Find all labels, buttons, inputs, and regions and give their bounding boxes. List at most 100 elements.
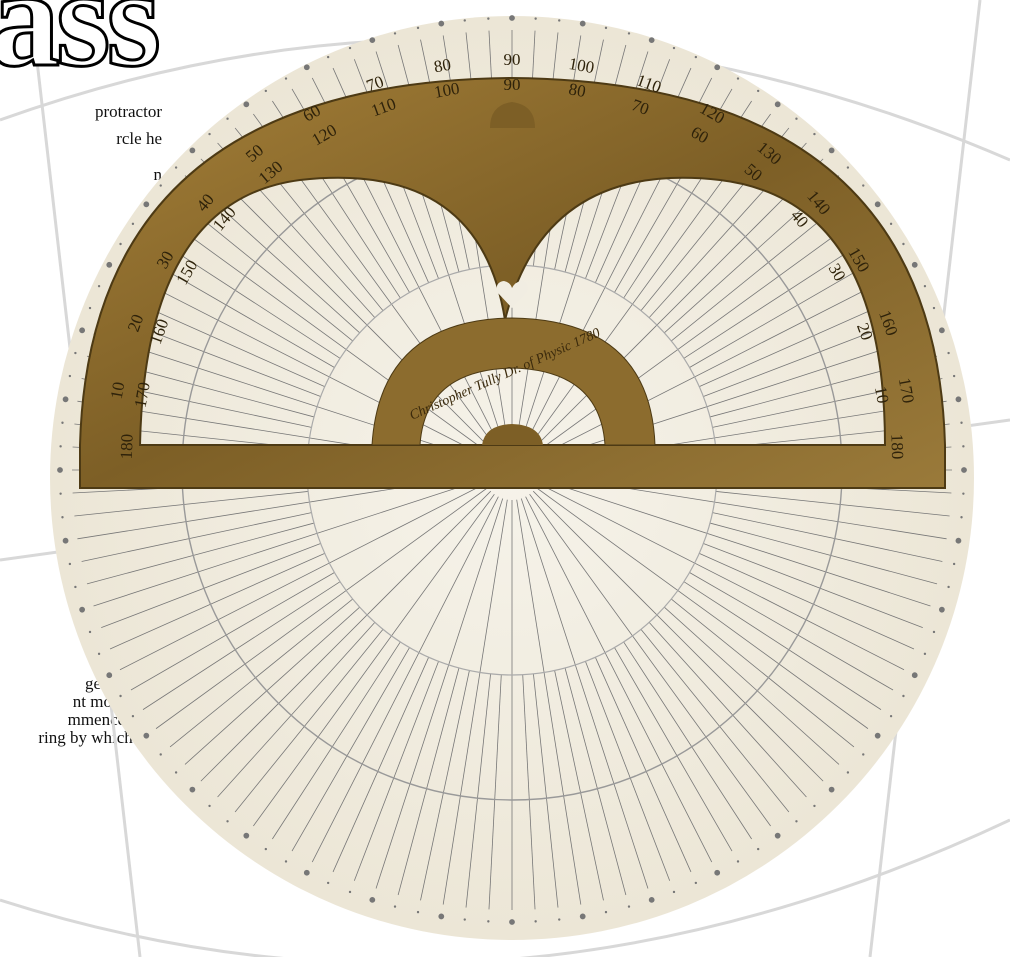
dot — [175, 772, 177, 774]
dot — [510, 920, 515, 925]
dot — [265, 848, 267, 850]
dot — [796, 820, 798, 822]
dot — [948, 586, 950, 588]
dot — [304, 870, 309, 875]
dot — [265, 90, 267, 92]
dot — [144, 733, 149, 738]
page: rring by whichevermmenced. Hent movement… — [0, 0, 1010, 957]
dot — [98, 653, 100, 655]
dot — [628, 906, 630, 908]
dot — [862, 185, 864, 187]
dot — [580, 21, 585, 26]
dot — [903, 695, 905, 697]
dot — [737, 861, 739, 863]
dot — [227, 820, 229, 822]
dot — [394, 33, 396, 35]
dot — [737, 78, 739, 80]
dot — [209, 133, 211, 135]
dot — [227, 118, 229, 120]
dot — [107, 673, 112, 678]
scale-label: 90 — [504, 50, 521, 69]
dot — [903, 243, 905, 245]
dot — [956, 538, 961, 543]
dot — [890, 715, 892, 717]
dot — [62, 516, 64, 518]
dot — [327, 882, 329, 884]
dot — [715, 870, 720, 875]
dot — [349, 891, 351, 893]
dot — [673, 891, 675, 893]
dot — [132, 715, 134, 717]
dot — [107, 262, 112, 267]
dot — [69, 563, 71, 565]
dot — [120, 243, 122, 245]
dot — [695, 882, 697, 884]
heading: ass — [0, 0, 157, 99]
dot — [60, 493, 62, 495]
dot — [58, 468, 63, 473]
dot — [69, 375, 71, 377]
dot — [160, 185, 162, 187]
dot — [829, 787, 834, 792]
dot — [814, 133, 816, 135]
dot — [962, 468, 967, 473]
dot — [439, 914, 444, 919]
illustration: Christopher Tully Dr. of Physic 1780 102… — [0, 0, 1010, 957]
dot — [488, 18, 490, 20]
scale-label: 10 — [107, 380, 129, 400]
dot — [535, 921, 537, 923]
dot — [956, 397, 961, 402]
dot — [89, 631, 91, 633]
dot — [933, 307, 935, 309]
dot — [924, 653, 926, 655]
scale-label: 10 — [871, 385, 893, 405]
dot — [775, 833, 780, 838]
scale-label: 80 — [432, 55, 452, 77]
dot — [80, 328, 85, 333]
dot — [715, 65, 720, 70]
scale-label: 180 — [887, 433, 907, 459]
dot — [963, 446, 965, 448]
dot — [912, 673, 917, 678]
dot — [417, 911, 419, 913]
dot — [120, 695, 122, 697]
dot — [63, 397, 68, 402]
dot — [394, 906, 396, 908]
scale-label: 180 — [117, 433, 137, 459]
dot — [948, 352, 950, 354]
dot — [132, 223, 134, 225]
dot — [464, 20, 466, 22]
dot — [649, 897, 654, 902]
dot — [464, 919, 466, 921]
dot — [796, 118, 798, 120]
dot — [939, 328, 944, 333]
dot — [961, 516, 963, 518]
dot — [933, 631, 935, 633]
dot — [953, 375, 955, 377]
dot — [62, 422, 64, 424]
dot — [605, 27, 607, 29]
dot — [417, 27, 419, 29]
dot — [924, 285, 926, 287]
dot — [510, 16, 515, 21]
dot — [939, 607, 944, 612]
scale-label: 90 — [504, 75, 521, 94]
dot — [285, 861, 287, 863]
dot — [829, 148, 834, 153]
dot — [605, 911, 607, 913]
dot — [439, 21, 444, 26]
dot — [244, 833, 249, 838]
dot — [190, 148, 195, 153]
dot — [673, 47, 675, 49]
dot — [80, 607, 85, 612]
dot — [285, 78, 287, 80]
dot — [175, 167, 177, 169]
dot — [628, 33, 630, 35]
dot — [875, 733, 880, 738]
dot — [75, 352, 77, 354]
dot — [98, 285, 100, 287]
dot — [862, 754, 864, 756]
dot — [535, 18, 537, 20]
dot — [160, 754, 162, 756]
dot — [963, 493, 965, 495]
